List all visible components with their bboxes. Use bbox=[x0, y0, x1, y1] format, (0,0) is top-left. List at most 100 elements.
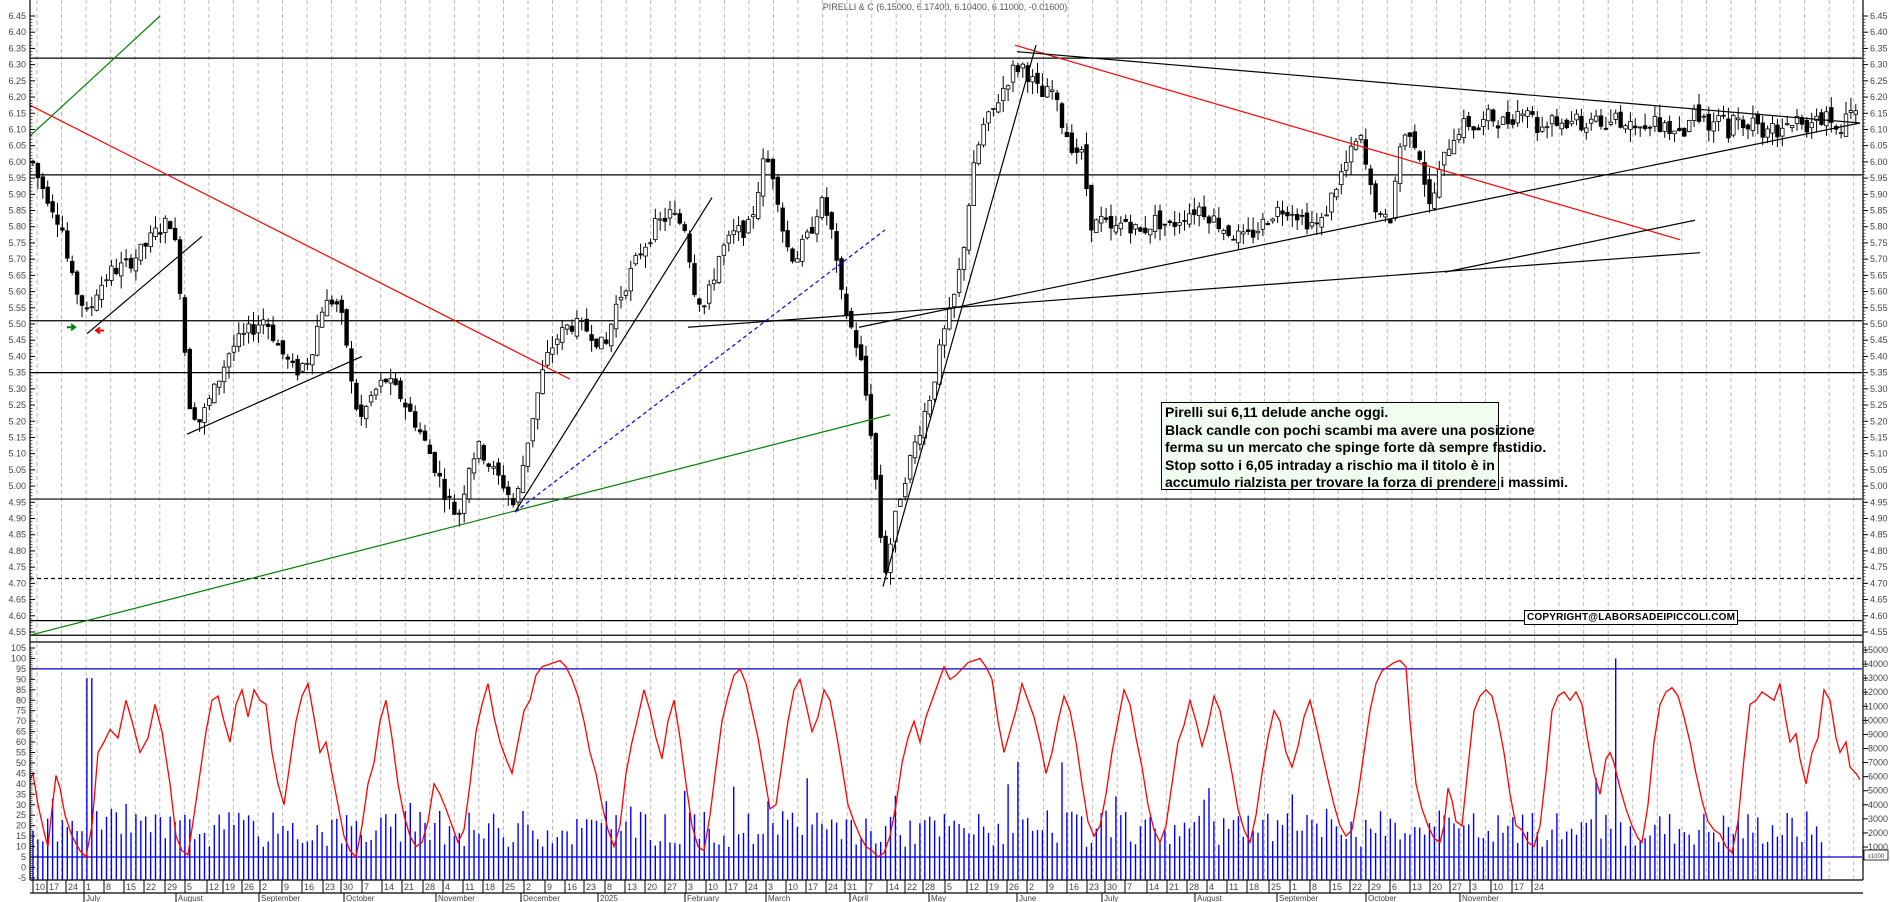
svg-text:4.60: 4.60 bbox=[1870, 611, 1888, 621]
svg-text:5.90: 5.90 bbox=[8, 189, 26, 199]
svg-text:18: 18 bbox=[1249, 882, 1259, 892]
svg-text:30: 30 bbox=[16, 800, 26, 810]
svg-text:20: 20 bbox=[16, 821, 26, 831]
svg-text:8: 8 bbox=[607, 882, 612, 892]
svg-text:13000: 13000 bbox=[1863, 673, 1888, 683]
svg-text:12: 12 bbox=[969, 882, 979, 892]
svg-text:1000: 1000 bbox=[1868, 842, 1888, 852]
note-line-1: Pirelli sui 6,11 delude anche oggi. bbox=[1165, 404, 1389, 420]
svg-text:25: 25 bbox=[1271, 882, 1281, 892]
svg-text:23: 23 bbox=[325, 882, 335, 892]
svg-text:24: 24 bbox=[748, 882, 758, 892]
svg-text:September: September bbox=[261, 894, 300, 902]
svg-text:5.15: 5.15 bbox=[8, 432, 26, 442]
svg-text:20: 20 bbox=[647, 882, 657, 892]
svg-text:5.55: 5.55 bbox=[8, 303, 26, 313]
svg-text:5.55: 5.55 bbox=[1870, 303, 1888, 313]
svg-text:5000: 5000 bbox=[1868, 786, 1888, 796]
svg-text:6.15: 6.15 bbox=[1870, 108, 1888, 118]
svg-text:13: 13 bbox=[1412, 882, 1422, 892]
svg-text:9: 9 bbox=[1049, 882, 1054, 892]
svg-text:7: 7 bbox=[868, 882, 873, 892]
svg-text:4.85: 4.85 bbox=[8, 530, 26, 540]
note-line-5: accumulo rialzista per trovare la forza … bbox=[1165, 474, 1569, 490]
svg-text:4.80: 4.80 bbox=[1870, 546, 1888, 556]
svg-text:4.60: 4.60 bbox=[8, 611, 26, 621]
svg-text:28: 28 bbox=[925, 882, 935, 892]
arrow-markers bbox=[67, 323, 104, 335]
svg-text:8: 8 bbox=[106, 882, 111, 892]
svg-text:5.95: 5.95 bbox=[8, 173, 26, 183]
svg-text:30: 30 bbox=[1107, 882, 1117, 892]
svg-text:45: 45 bbox=[16, 768, 26, 778]
svg-text:5.35: 5.35 bbox=[8, 368, 26, 378]
svg-text:5.45: 5.45 bbox=[8, 335, 26, 345]
svg-text:70: 70 bbox=[16, 716, 26, 726]
svg-text:5.00: 5.00 bbox=[8, 481, 26, 491]
svg-text:4.90: 4.90 bbox=[1870, 514, 1888, 524]
svg-text:6.05: 6.05 bbox=[8, 141, 26, 151]
svg-text:3: 3 bbox=[688, 882, 693, 892]
svg-text:9: 9 bbox=[284, 882, 289, 892]
svg-text:4.70: 4.70 bbox=[8, 578, 26, 588]
svg-text:23: 23 bbox=[1089, 882, 1099, 892]
svg-text:10: 10 bbox=[35, 882, 45, 892]
svg-text:August: August bbox=[1197, 894, 1223, 902]
svg-text:90: 90 bbox=[16, 674, 26, 684]
svg-text:4.75: 4.75 bbox=[8, 562, 26, 572]
svg-text:0: 0 bbox=[21, 862, 26, 872]
svg-text:4.95: 4.95 bbox=[8, 497, 26, 507]
svg-text:17: 17 bbox=[1514, 882, 1524, 892]
svg-text:21: 21 bbox=[1169, 882, 1179, 892]
svg-text:24: 24 bbox=[68, 882, 78, 892]
copyright-label: COPYRIGHT@LABORSADEIPICCOLI.COM bbox=[1524, 610, 1739, 625]
svg-text:4.95: 4.95 bbox=[1870, 497, 1888, 507]
svg-text:5.80: 5.80 bbox=[8, 222, 26, 232]
svg-text:40: 40 bbox=[16, 779, 26, 789]
svg-text:5.60: 5.60 bbox=[8, 287, 26, 297]
svg-text:8: 8 bbox=[1312, 882, 1317, 892]
svg-text:9000: 9000 bbox=[1868, 729, 1888, 739]
svg-text:6.00: 6.00 bbox=[1870, 157, 1888, 167]
svg-text:14: 14 bbox=[384, 882, 394, 892]
svg-text:4.65: 4.65 bbox=[8, 595, 26, 605]
grid bbox=[36, 0, 1855, 880]
svg-text:3000: 3000 bbox=[1868, 814, 1888, 824]
svg-text:12000: 12000 bbox=[1863, 687, 1888, 697]
trendlines bbox=[29, 15, 1861, 636]
svg-text:5.10: 5.10 bbox=[8, 449, 26, 459]
svg-text:5.70: 5.70 bbox=[8, 254, 26, 264]
svg-text:-5: -5 bbox=[18, 873, 26, 883]
svg-text:30: 30 bbox=[343, 882, 353, 892]
svg-text:85: 85 bbox=[16, 685, 26, 695]
svg-text:5.40: 5.40 bbox=[1870, 351, 1888, 361]
svg-text:24: 24 bbox=[1534, 882, 1544, 892]
svg-text:4: 4 bbox=[445, 882, 450, 892]
svg-text:26: 26 bbox=[244, 882, 254, 892]
svg-text:February: February bbox=[687, 894, 719, 902]
svg-text:6.35: 6.35 bbox=[8, 43, 26, 53]
analysis-note: Pirelli sui 6,11 delude anche oggi. Blac… bbox=[1161, 402, 1569, 490]
svg-text:8000: 8000 bbox=[1868, 744, 1888, 754]
svg-text:18: 18 bbox=[485, 882, 495, 892]
oscillator-line bbox=[29, 657, 1861, 859]
svg-text:17: 17 bbox=[808, 882, 818, 892]
svg-text:5.20: 5.20 bbox=[8, 416, 26, 426]
svg-text:19: 19 bbox=[989, 882, 999, 892]
svg-text:6.30: 6.30 bbox=[1870, 60, 1888, 70]
svg-text:13: 13 bbox=[627, 882, 637, 892]
svg-text:15: 15 bbox=[126, 882, 136, 892]
svg-text:24: 24 bbox=[828, 882, 838, 892]
svg-text:2: 2 bbox=[1029, 882, 1034, 892]
svg-text:5.05: 5.05 bbox=[1870, 465, 1888, 475]
svg-text:6.10: 6.10 bbox=[1870, 124, 1888, 134]
svg-text:100: 100 bbox=[11, 653, 26, 663]
svg-text:6.25: 6.25 bbox=[1870, 76, 1888, 86]
svg-text:July: July bbox=[86, 894, 100, 902]
svg-text:12: 12 bbox=[209, 882, 219, 892]
svg-text:29: 29 bbox=[1371, 882, 1381, 892]
svg-text:16: 16 bbox=[304, 882, 314, 892]
svg-text:25: 25 bbox=[505, 882, 515, 892]
svg-text:6.25: 6.25 bbox=[8, 76, 26, 86]
